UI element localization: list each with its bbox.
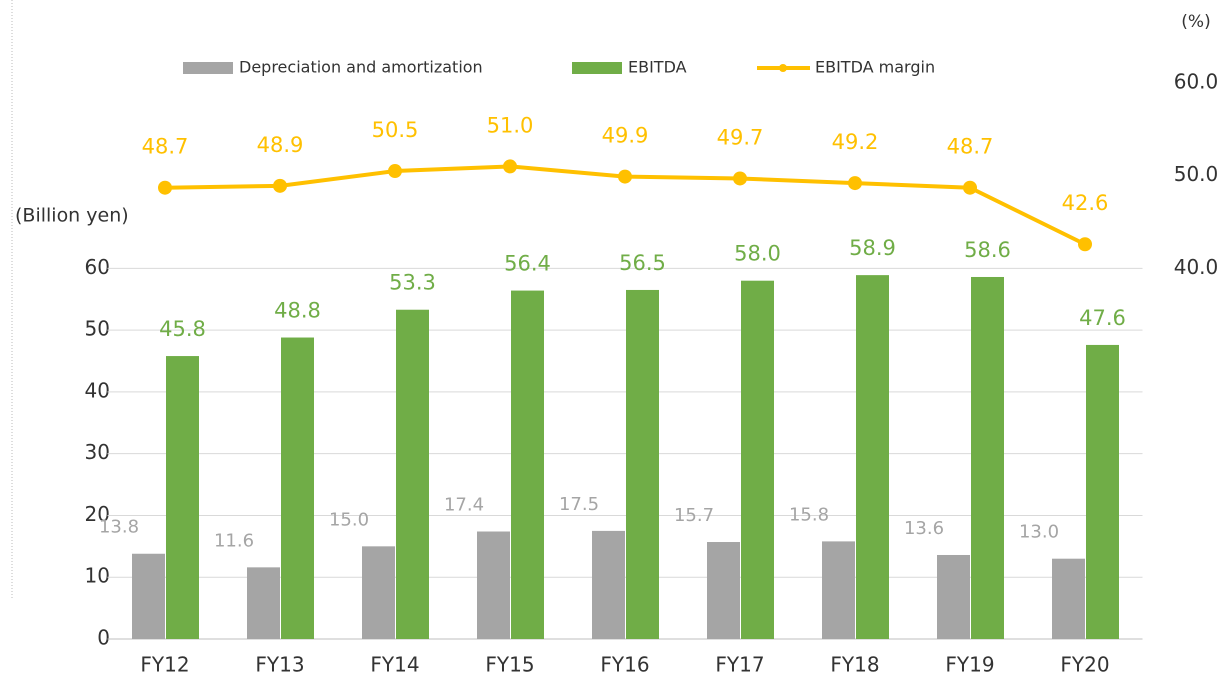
bar <box>396 309 429 639</box>
bar <box>1086 344 1119 639</box>
bar <box>281 337 314 639</box>
value-label: 47.6 <box>1079 306 1126 330</box>
y2-tick-label: 40.0 <box>1174 255 1219 279</box>
value-label: 13.0 <box>1019 522 1059 543</box>
line-point <box>388 164 402 179</box>
value-label: 17.4 <box>444 495 484 516</box>
value-label: 45.8 <box>159 317 206 341</box>
bar <box>247 567 280 639</box>
legend-swatch <box>572 62 622 74</box>
value-label: 48.9 <box>257 133 304 157</box>
x-tick-label: FY16 <box>600 653 649 677</box>
bar <box>937 554 970 639</box>
legend-label: Depreciation and amortization <box>239 58 483 77</box>
x-tick-label: FY18 <box>830 653 879 677</box>
legend-label: EBITDA <box>628 58 687 77</box>
y-axis-label: (Billion yen) <box>15 205 129 227</box>
value-label: 15.7 <box>674 505 714 526</box>
line-point <box>1078 237 1092 252</box>
x-tick-label: FY13 <box>255 653 304 677</box>
line-point <box>733 171 747 186</box>
value-label: 51.0 <box>487 113 534 137</box>
value-label: 49.2 <box>832 130 879 154</box>
legend-label: EBITDA margin <box>815 58 935 77</box>
value-label: 56.5 <box>619 251 666 275</box>
bar <box>166 356 199 639</box>
value-label: 58.9 <box>849 236 896 260</box>
value-label: 48.7 <box>947 135 994 159</box>
value-label: 48.8 <box>274 299 321 323</box>
value-label: 49.7 <box>717 125 764 149</box>
bar <box>822 541 855 639</box>
bar <box>511 290 544 639</box>
value-label: 15.8 <box>789 504 829 525</box>
bar <box>707 542 740 639</box>
y2-tick-label: 50.0 <box>1174 162 1219 186</box>
y-tick-label: 40 <box>85 378 110 402</box>
line-point <box>273 178 287 193</box>
x-tick-label: FY20 <box>1060 653 1109 677</box>
line-point <box>963 180 977 195</box>
y-tick-label: 20 <box>85 502 110 526</box>
bar <box>626 289 659 639</box>
line-point <box>618 169 632 184</box>
line-point <box>503 159 517 174</box>
bar <box>741 280 774 639</box>
legend-swatch <box>779 64 787 72</box>
bar <box>132 553 165 639</box>
value-label: 50.5 <box>372 118 419 142</box>
value-label: 56.4 <box>504 252 551 276</box>
y-tick-label: 0 <box>97 626 110 650</box>
y2-axis-label: (%) <box>1181 12 1210 32</box>
bar <box>1052 558 1085 639</box>
y-tick-label: 60 <box>85 255 110 279</box>
x-tick-label: FY17 <box>715 653 764 677</box>
value-label: 53.3 <box>389 271 436 295</box>
bar <box>856 275 889 639</box>
bar <box>362 546 395 639</box>
x-tick-label: FY14 <box>370 653 419 677</box>
y-tick-label: 30 <box>85 440 110 464</box>
x-tick-label: FY15 <box>485 653 534 677</box>
line-point <box>158 180 172 195</box>
value-label: 13.6 <box>904 518 944 539</box>
y-tick-label: 10 <box>85 564 110 588</box>
y-tick-label: 50 <box>85 317 110 341</box>
x-tick-label: FY12 <box>140 653 189 677</box>
value-label: 48.7 <box>142 135 189 159</box>
bar <box>477 531 510 639</box>
value-label: 42.6 <box>1062 191 1109 215</box>
legend-swatch <box>183 62 233 74</box>
value-label: 58.6 <box>964 238 1011 262</box>
value-label: 49.9 <box>602 124 649 148</box>
value-label: 13.8 <box>99 517 139 538</box>
x-tick-label: FY19 <box>945 653 994 677</box>
value-label: 17.5 <box>559 494 599 515</box>
line-point <box>848 176 862 191</box>
bar <box>592 530 625 639</box>
value-label: 58.0 <box>734 242 781 266</box>
value-label: 15.0 <box>329 509 369 530</box>
y2-tick-label: 60.0 <box>1174 70 1219 94</box>
value-label: 11.6 <box>214 530 254 551</box>
bar <box>971 276 1004 639</box>
